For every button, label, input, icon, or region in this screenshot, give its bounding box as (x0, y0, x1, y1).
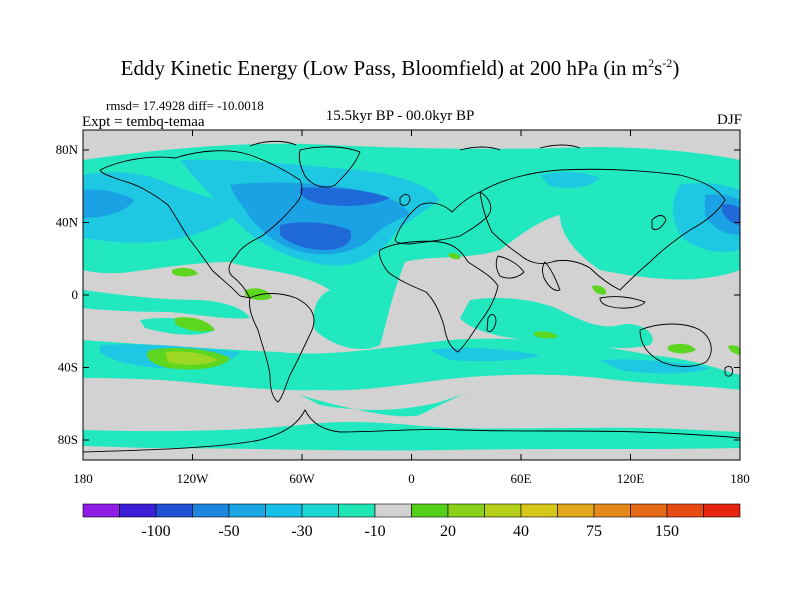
west-pacific-blue (705, 194, 740, 235)
colorbar-label: -100 (141, 523, 170, 540)
arabia-coast (495, 255, 525, 279)
colorbar-swatch (484, 503, 522, 518)
y-tick-label: 40N (56, 215, 79, 230)
colorbar-swatch (192, 503, 230, 518)
experiment-label: Expt = tembq-temaa (82, 114, 205, 130)
colorbar-swatch (593, 503, 631, 518)
colorbar-swatch (520, 503, 558, 518)
colorbar-swatch (411, 503, 449, 518)
west-africa-green (448, 253, 461, 260)
colorbar-label: -30 (291, 523, 312, 540)
y-tick-label: 80S (58, 432, 78, 447)
coastlines (83, 140, 740, 453)
moderate-positive-regions (165, 351, 218, 365)
y-tick-label: 80N (56, 142, 79, 157)
equatorial-atlantic-region (313, 290, 380, 350)
colorbar-swatch (374, 503, 412, 518)
indian-ocean-cyan (600, 359, 710, 374)
colorbar-swatch (447, 503, 485, 518)
colorbar-swatch (301, 503, 339, 518)
pacific-green (172, 267, 198, 277)
map-title: Eddy Kinetic Energy (Low Pass, Bloomfiel… (0, 56, 800, 81)
asia-coast (479, 168, 726, 291)
west-pacific-core (722, 204, 740, 225)
southern-lower-region (300, 392, 470, 417)
colorbar-swatch (338, 503, 376, 518)
india-coast (542, 261, 561, 291)
x-tick-label: 0 (408, 471, 415, 486)
arctic-islands-coast (249, 140, 581, 151)
colorbar-swatch (228, 503, 266, 518)
north-pacific-cyan (83, 172, 240, 243)
south-america-coast (249, 293, 315, 403)
indian-green (668, 343, 696, 354)
colorbar-swatch (703, 503, 741, 518)
greenland-core (299, 187, 390, 206)
x-axis-ticks: 180 120W 60W 0 60E 120E 180 (73, 130, 750, 486)
north-atlantic-core (280, 222, 352, 250)
y-axis-ticks: 80N 40N 0 40S 80S (56, 142, 740, 447)
eurasia-cyan (540, 172, 600, 188)
colorbar-label: 20 (440, 523, 456, 540)
australia-coast (639, 323, 712, 367)
title-close: ) (672, 56, 680, 80)
title-exp1: 2 (648, 56, 655, 70)
antarctic-band-region (83, 421, 740, 451)
colorbar-label: -50 (218, 523, 239, 540)
x-tick-label: 60W (289, 471, 315, 486)
colorbar-label: 40 (513, 523, 529, 540)
colorbar-swatch (265, 503, 303, 518)
japan-coast (651, 215, 667, 231)
colorbar: -100 -50 -30 -10 20 40 75 150 (82, 503, 741, 540)
x-tick-label: 180 (73, 471, 93, 486)
x-tick-label: 120E (617, 471, 645, 486)
south-pacific-core (165, 351, 218, 365)
x-tick-label: 120W (177, 471, 210, 486)
colorbar-label: -10 (364, 523, 385, 540)
title-text: Eddy Kinetic Energy (Low Pass, Bloomfiel… (120, 56, 649, 80)
very-strong-negative-regions (280, 187, 740, 250)
north-pacific-blue (83, 189, 135, 218)
y-tick-label: 0 (72, 287, 79, 302)
colorbar-swatch (82, 503, 120, 518)
maritime-coast (599, 296, 646, 309)
pacific-tropical-region (83, 290, 250, 319)
colorbar-swatch (666, 503, 704, 518)
colorbar-label: 75 (586, 523, 602, 540)
greenland-coast (298, 146, 361, 188)
new-zealand-coast (724, 365, 733, 377)
maritime-green (592, 285, 607, 295)
uk-coast (399, 193, 411, 206)
antarctica-coast (83, 408, 740, 453)
africa-coast (379, 240, 499, 353)
x-tick-label: 60E (511, 471, 532, 486)
colorbar-label: 150 (655, 523, 679, 540)
southeast-pacific-green (728, 345, 740, 355)
y-tick-label: 40S (58, 360, 78, 375)
colorbar-swatch (630, 503, 668, 518)
south-indian-green (534, 331, 558, 339)
europe-coast (394, 191, 492, 245)
stats-text: rmsd= 17.4928 diff= -10.0018 (106, 98, 264, 113)
map-panel (83, 130, 740, 460)
south-pacific-green-2 (175, 317, 215, 332)
season-label: DJF (716, 112, 742, 128)
x-tick-label: 180 (730, 471, 750, 486)
title-exp2: -2 (662, 56, 673, 70)
period-subtitle: 15.5kyr BP - 00.0kyr BP (325, 108, 475, 124)
colorbar-swatch (119, 503, 157, 518)
indian-ocean-region (460, 298, 653, 348)
southern-band-region (83, 338, 740, 391)
madagascar-coast (486, 314, 497, 333)
north-america-coast (99, 150, 303, 299)
title-unit: s (654, 56, 663, 80)
colorbar-swatch (557, 503, 595, 518)
colorbar-swatch (155, 503, 193, 518)
